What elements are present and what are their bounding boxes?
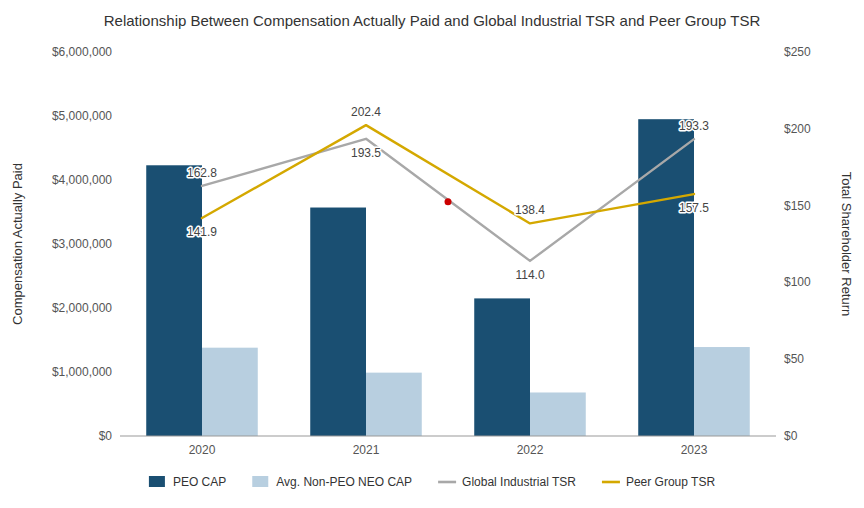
data-label: 193.3 [679, 119, 709, 133]
data-labels: 162.8 193.5 114.0 193.3 141.9 202.4 138.4 157.5 [187, 105, 709, 282]
legend: PEO CAP Avg. Non-PEO NEO CAP Global Indust… [149, 475, 716, 489]
legend-swatch [602, 481, 620, 484]
data-label: 114.0 [515, 268, 544, 282]
y-tick-label: $2,000,000 [52, 301, 112, 315]
data-label: 141.9 [187, 225, 217, 239]
x-tick-label: 2020 [189, 443, 216, 457]
bar [146, 165, 202, 436]
y-tick-label: $1,000,000 [52, 365, 112, 379]
legend-label: Avg. Non-PEO NEO CAP [276, 475, 412, 489]
legend-item: Peer Group TSR [602, 475, 715, 489]
y2-tick-label: $200 [784, 122, 811, 136]
marks [146, 119, 750, 436]
y-tick-label: $3,000,000 [52, 237, 112, 251]
y-tick-label: $5,000,000 [52, 109, 112, 123]
line [202, 139, 694, 261]
y-tick-label: $0 [99, 429, 113, 443]
title: Relationship Between Compensation Actual… [104, 12, 761, 29]
dot [445, 198, 452, 205]
x-tick-label: 2023 [681, 443, 708, 457]
bar [694, 347, 750, 436]
bar [310, 208, 366, 436]
y2-tick-label: $0 [784, 429, 798, 443]
y2-tick-label: $150 [784, 199, 811, 213]
legend-label: Peer Group TSR [626, 475, 715, 489]
legend-label: PEO CAP [173, 475, 226, 489]
data-label: 202.4 [351, 105, 381, 119]
y2-tick-label: $250 [784, 45, 811, 59]
x-tick-label: 2021 [353, 443, 380, 457]
legend-item: PEO CAP [149, 475, 226, 489]
legend-swatch [149, 476, 165, 487]
y2-tick-label: $50 [784, 352, 804, 366]
bar [638, 119, 694, 436]
legend-label: Global Industrial TSR [462, 475, 576, 489]
x-tick-label: 2022 [517, 443, 544, 457]
bar [530, 392, 586, 436]
legend-item: Avg. Non-PEO NEO CAP [252, 475, 412, 489]
line [202, 125, 694, 223]
x-axis-line [120, 436, 776, 437]
y2-axis-label: Total Shareholder Return [839, 172, 854, 317]
data-label: 162.8 [187, 166, 217, 180]
bar [366, 373, 422, 436]
data-label: 157.5 [679, 201, 709, 215]
y-tick-label: $4,000,000 [52, 173, 112, 187]
y2-tick-label: $100 [784, 275, 811, 289]
y-tick-label: $6,000,000 [52, 45, 112, 59]
data-label: 138.4 [515, 203, 545, 217]
bar [474, 298, 530, 436]
legend-swatch [252, 476, 268, 487]
bar [202, 348, 258, 436]
chart: Relationship Between Compensation Actual… [0, 0, 864, 508]
data-label: 193.5 [351, 146, 381, 160]
legend-item: Global Industrial TSR [438, 475, 576, 489]
legend-swatch [438, 481, 456, 484]
y-axis-label: Compensation Actually Paid [10, 163, 25, 325]
